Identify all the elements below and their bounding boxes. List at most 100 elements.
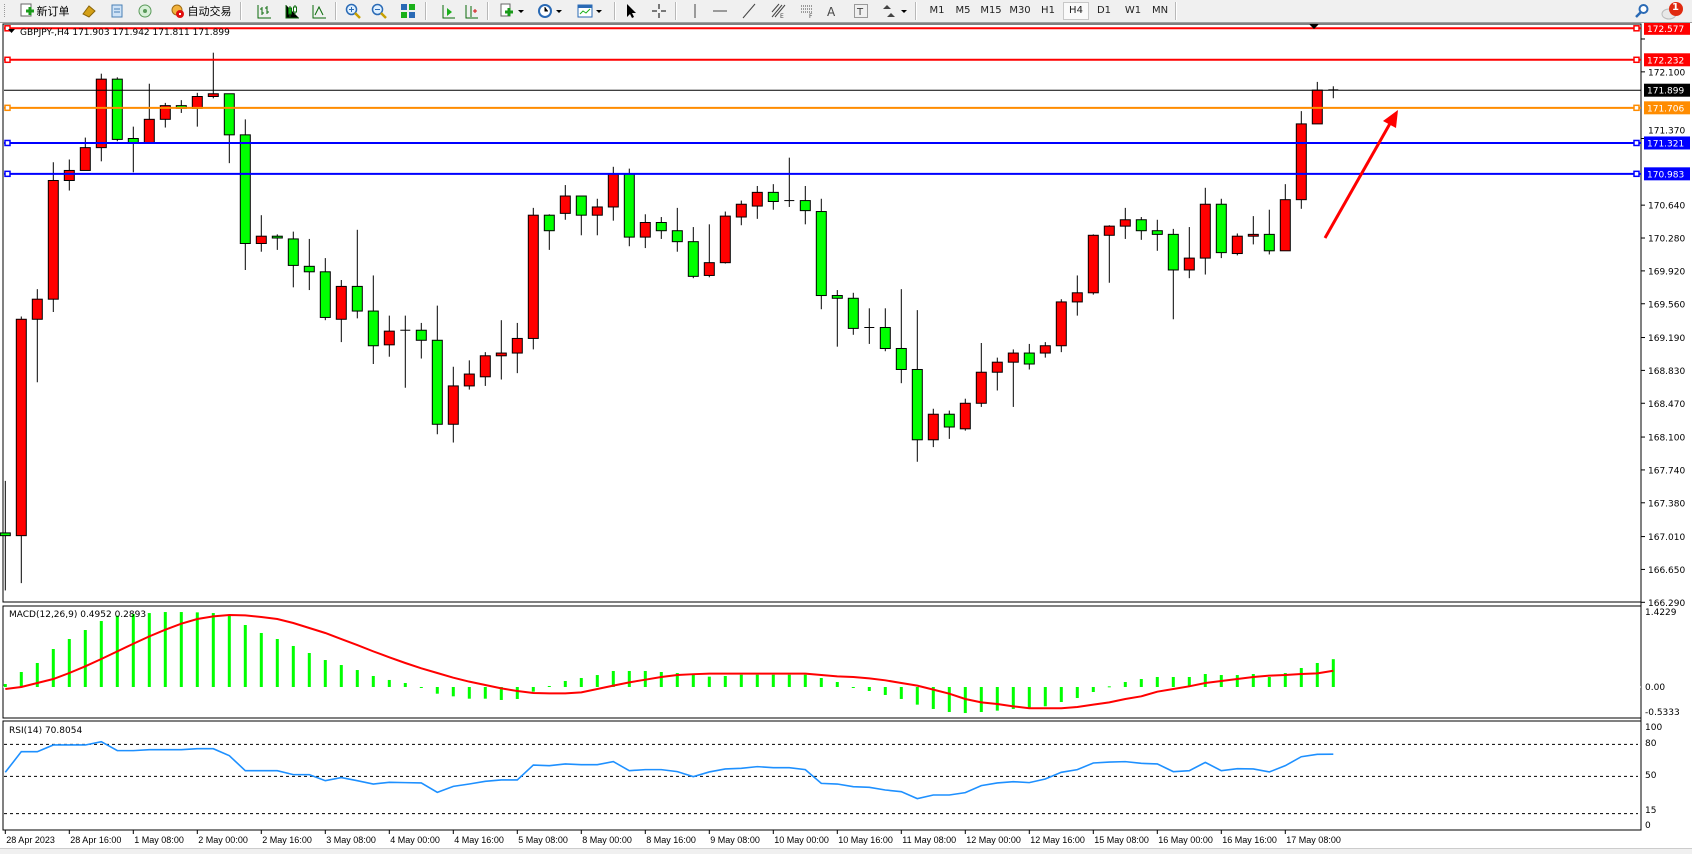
candle[interactable] bbox=[1071, 275, 1083, 316]
candle[interactable] bbox=[1151, 219, 1163, 251]
candle[interactable] bbox=[255, 215, 267, 252]
candle[interactable] bbox=[527, 207, 539, 350]
level-handle-left[interactable] bbox=[4, 139, 11, 147]
candle[interactable] bbox=[1135, 217, 1147, 240]
level-handle-left[interactable] bbox=[4, 104, 11, 112]
candle[interactable] bbox=[415, 322, 427, 359]
timeframe-h4[interactable]: H4 bbox=[1063, 2, 1089, 20]
candle[interactable] bbox=[879, 308, 891, 352]
level-handle-left[interactable] bbox=[4, 25, 11, 32]
candle[interactable] bbox=[271, 234, 283, 250]
data-window-button[interactable] bbox=[108, 2, 126, 20]
text-button[interactable]: A bbox=[823, 2, 841, 20]
chart-shift-button[interactable] bbox=[439, 2, 457, 20]
line-chart-button[interactable] bbox=[310, 2, 328, 20]
level-handle-right[interactable] bbox=[1633, 170, 1640, 178]
candle[interactable] bbox=[767, 184, 779, 210]
level-handle-right[interactable] bbox=[1633, 56, 1640, 64]
candle[interactable] bbox=[1087, 234, 1099, 295]
navigator-button[interactable] bbox=[136, 2, 154, 20]
candlestick-button[interactable] bbox=[283, 2, 301, 20]
zoom-out-button[interactable] bbox=[370, 2, 388, 20]
timeframe-h1[interactable]: H1 bbox=[1041, 5, 1055, 16]
market-watch-button[interactable] bbox=[80, 2, 98, 20]
candle[interactable] bbox=[847, 292, 859, 335]
toolbar-grip[interactable] bbox=[2, 2, 6, 20]
candle[interactable] bbox=[400, 315, 411, 388]
search-button[interactable] bbox=[1633, 2, 1651, 20]
candle[interactable] bbox=[1023, 343, 1035, 370]
candle[interactable] bbox=[864, 308, 875, 344]
horizontal-line-button[interactable] bbox=[711, 2, 729, 20]
candle[interactable] bbox=[1247, 216, 1259, 245]
candle[interactable] bbox=[591, 198, 603, 236]
candle[interactable] bbox=[975, 343, 987, 407]
candle[interactable] bbox=[1039, 342, 1051, 358]
level-handle-right[interactable] bbox=[1633, 104, 1640, 112]
candle[interactable] bbox=[47, 162, 59, 312]
level-handle-left[interactable] bbox=[4, 56, 11, 64]
candle[interactable] bbox=[1055, 299, 1067, 353]
vertical-line-button[interactable] bbox=[686, 2, 704, 20]
candle[interactable] bbox=[479, 352, 491, 386]
timeframe-d1[interactable]: D1 bbox=[1096, 5, 1112, 16]
candle[interactable] bbox=[1263, 209, 1275, 255]
candle[interactable] bbox=[639, 214, 651, 249]
candle[interactable] bbox=[1199, 187, 1211, 275]
candle[interactable] bbox=[895, 289, 907, 384]
main-chart-panel[interactable] bbox=[2, 23, 1642, 603]
candle[interactable] bbox=[735, 200, 747, 226]
candle[interactable] bbox=[351, 229, 363, 319]
candle[interactable] bbox=[303, 238, 315, 291]
candle[interactable] bbox=[223, 93, 235, 164]
candle[interactable] bbox=[335, 280, 347, 343]
candle[interactable] bbox=[671, 207, 683, 252]
candle[interactable] bbox=[383, 315, 395, 357]
rsi-panel[interactable] bbox=[2, 720, 1642, 831]
candle[interactable] bbox=[1183, 227, 1195, 279]
timeframe-w1[interactable]: W1 bbox=[1124, 5, 1142, 16]
candle[interactable] bbox=[431, 305, 443, 435]
candle[interactable] bbox=[1103, 225, 1115, 283]
templates-dropdown[interactable] bbox=[574, 2, 606, 20]
candle[interactable] bbox=[703, 224, 715, 278]
candle[interactable] bbox=[719, 211, 731, 264]
candle[interactable] bbox=[784, 157, 795, 207]
arrows-dropdown[interactable] bbox=[880, 2, 910, 20]
text-label-button[interactable]: T bbox=[852, 2, 870, 20]
fibo-fan-button[interactable]: F bbox=[798, 2, 816, 20]
candle[interactable] bbox=[1295, 111, 1307, 209]
tile-windows-button[interactable] bbox=[399, 2, 417, 20]
candle[interactable] bbox=[63, 159, 75, 191]
candle[interactable] bbox=[511, 322, 523, 374]
fibonacci-button[interactable]: E bbox=[769, 2, 787, 20]
candle[interactable] bbox=[95, 73, 107, 162]
candle[interactable] bbox=[943, 410, 955, 439]
collapse-triangle-icon[interactable] bbox=[8, 29, 15, 33]
candle[interactable] bbox=[463, 360, 475, 390]
candle[interactable] bbox=[815, 198, 827, 310]
cursor-button[interactable] bbox=[622, 2, 640, 20]
candle[interactable] bbox=[0, 480, 11, 591]
candle[interactable] bbox=[1167, 228, 1179, 320]
candle[interactable] bbox=[239, 119, 251, 270]
auto-scroll-button[interactable] bbox=[462, 2, 480, 20]
candle[interactable] bbox=[927, 408, 939, 448]
candle[interactable] bbox=[543, 214, 555, 250]
crosshair-button[interactable] bbox=[650, 2, 668, 20]
candle[interactable] bbox=[623, 168, 635, 247]
candle[interactable] bbox=[1119, 207, 1131, 239]
timeframe-m15[interactable]: M15 bbox=[980, 5, 1002, 16]
notifications-button[interactable]: 1 bbox=[1660, 2, 1686, 20]
candle[interactable] bbox=[1007, 349, 1019, 407]
candle[interactable] bbox=[15, 316, 27, 584]
periods-dropdown[interactable] bbox=[534, 2, 566, 20]
candle[interactable] bbox=[1279, 184, 1291, 252]
candle[interactable] bbox=[991, 357, 1003, 391]
candle[interactable] bbox=[1231, 233, 1243, 256]
timeframe-mn[interactable]: MN bbox=[1151, 5, 1169, 16]
candle[interactable] bbox=[1215, 198, 1227, 259]
candle[interactable] bbox=[495, 320, 507, 380]
timeframe-m1[interactable]: M1 bbox=[929, 5, 945, 16]
